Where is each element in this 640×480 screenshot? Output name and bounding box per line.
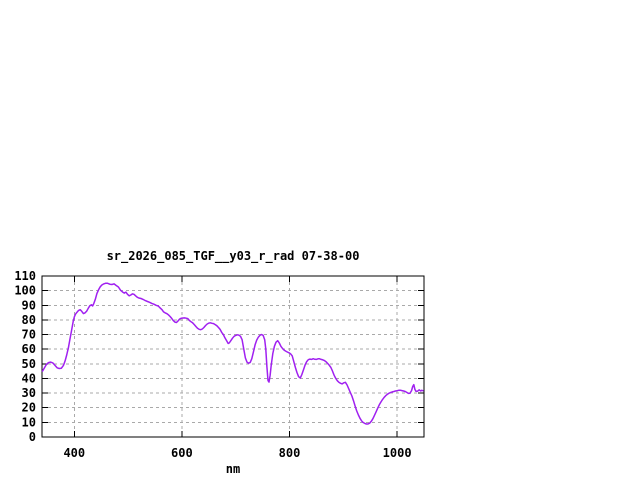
chart-title: sr_2026_085_TGF__y03_r_rad 07-38-00 [106, 249, 360, 263]
x-tick-label: 400 [63, 446, 85, 460]
y-tick-label: 50 [22, 357, 36, 371]
spectrum-curve [41, 282, 424, 425]
y-tick-label: 90 [22, 298, 36, 312]
x-tick-label: 800 [279, 446, 301, 460]
y-tick-label: 30 [22, 386, 36, 400]
x-axis-unit-label: nm [225, 462, 241, 476]
y-tick-label: 0 [29, 430, 36, 444]
y-tick-label: 110 [14, 269, 36, 283]
y-tick-label: 60 [22, 342, 36, 356]
x-tick-label: 1000 [383, 446, 412, 460]
x-tick-label: 600 [171, 446, 193, 460]
y-tick-label: 40 [22, 371, 36, 385]
y-tick-label: 70 [22, 328, 36, 342]
y-tick-label: 100 [14, 284, 36, 298]
plot-border [41, 275, 425, 438]
y-tick-label: 10 [22, 415, 36, 429]
y-tick-label: 80 [22, 313, 36, 327]
y-tick-label: 20 [22, 401, 36, 415]
